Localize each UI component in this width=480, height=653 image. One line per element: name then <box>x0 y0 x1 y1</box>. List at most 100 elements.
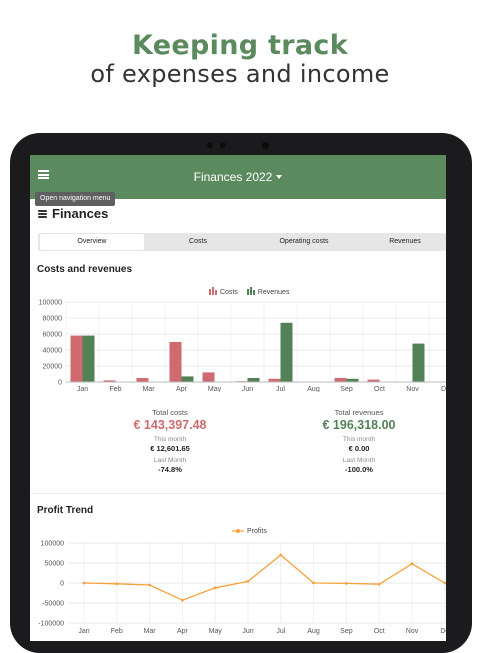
costs-revenues-chart: 100000 80000 60000 40000 20000 0 Jan Feb Mar Apr M… <box>39 300 446 392</box>
costs-this-month-label: This month <box>153 436 187 443</box>
x-tick-label: Apr <box>177 628 189 635</box>
costs-bar <box>334 378 347 382</box>
costs-revenues-title: Costs and revenues <box>37 264 133 275</box>
costs-bar <box>169 342 182 382</box>
coins-icon <box>38 209 48 219</box>
y-tick-label: -100000 <box>38 621 64 628</box>
revenues-bar <box>346 378 359 382</box>
x-tick-label: Jun <box>242 628 253 635</box>
y-tick-label: 80000 <box>43 316 63 323</box>
costs-last-month-value: -74.8% <box>158 465 182 474</box>
profits-point <box>115 582 119 586</box>
x-tick-label: Feb <box>109 386 121 392</box>
costs-bar <box>136 378 149 382</box>
profits-point <box>312 581 315 585</box>
x-tick-label: Jun <box>242 386 253 392</box>
revenues-bar <box>412 343 425 382</box>
profit-trend-title: Profit Trend <box>37 505 94 516</box>
x-tick-label: Jul <box>276 386 285 392</box>
costs-this-month-value: € 12,601.65 <box>150 444 190 453</box>
x-tick-label: Jan <box>78 628 89 635</box>
x-tick-label: Aug <box>307 386 320 392</box>
sensor-dot <box>207 142 213 148</box>
x-tick-label: Jan <box>77 386 88 392</box>
total-revenues-value: € 196,318.00 <box>322 418 396 432</box>
tab-bar: Overview Costs Operating costs Revenues <box>38 233 446 251</box>
navigation-tooltip: Open navigation menu <box>35 192 116 206</box>
profit-trend-chart: 100000 50000 0 -50000 -100000 Jan Feb Mar Apr May… <box>38 541 446 635</box>
page-title: Finances <box>38 206 108 221</box>
revenues-last-month-label: Last Month <box>342 457 376 464</box>
profits-point <box>377 582 381 586</box>
app-bar: Finances 2022 <box>30 155 446 199</box>
x-tick-label: Nov <box>406 386 419 392</box>
legend-costs[interactable]: Costs <box>220 289 238 296</box>
profits-point <box>345 582 348 585</box>
costs-legend-icon <box>209 287 217 297</box>
revenues-bar <box>181 376 194 382</box>
page-title-text: Finances <box>52 206 109 221</box>
total-costs-value: € 143,397.48 <box>133 418 207 432</box>
y-tick-label: 50000 <box>45 561 65 568</box>
costs-bar <box>202 372 215 382</box>
revenues-bar <box>82 335 95 382</box>
section-divider <box>30 493 446 494</box>
costs-bar <box>103 380 116 382</box>
x-tick-label: Oct <box>374 628 385 635</box>
costs-last-month-label: Last Month <box>153 457 187 464</box>
tab-costs[interactable]: Costs <box>189 238 207 245</box>
tab-revenues[interactable]: Revenues <box>389 238 421 245</box>
year-selector[interactable]: Finances 2022 <box>30 170 446 184</box>
legend-revenues[interactable]: Revenues <box>257 289 290 296</box>
x-tick-label: Sep <box>340 628 353 635</box>
app-bar-title: Finances 2022 <box>193 170 273 184</box>
x-tick-label: Feb <box>111 628 123 635</box>
profits-point <box>181 598 184 602</box>
y-tick-label: 40000 <box>43 348 63 355</box>
hamburger-menu-icon[interactable] <box>38 170 49 179</box>
y-tick-label: 0 <box>60 581 64 588</box>
total-revenues-card: Total revenues € 196,318.00 This month €… <box>289 408 429 474</box>
promo-subtitle: of expenses and income <box>90 60 390 88</box>
legend-profits[interactable]: Profits <box>247 528 267 535</box>
y-tick-label: 100000 <box>41 541 64 548</box>
x-tick-label: Mar <box>144 628 157 635</box>
total-costs-card: Total costs € 143,397.48 This month € 12… <box>100 408 240 474</box>
x-tick-label: De <box>440 628 446 635</box>
x-tick-label: Jul <box>276 628 285 635</box>
tab-overview[interactable]: Overview <box>40 234 144 250</box>
profits-point <box>82 581 86 585</box>
y-tick-label: 100000 <box>39 300 62 307</box>
revenues-this-month-label: This month <box>342 436 376 443</box>
total-revenues-label: Total revenues <box>334 408 384 417</box>
bar-chart-legend: Costs Revenues <box>209 287 289 297</box>
revenues-last-month-value: -100.0% <box>345 465 373 474</box>
profits-point <box>443 581 446 585</box>
revenues-bar <box>247 378 260 382</box>
x-tick-label: Sep <box>340 386 353 392</box>
revenues-bar <box>280 322 293 382</box>
camera-icon <box>262 142 269 149</box>
revenues-legend-icon <box>246 287 255 297</box>
y-tick-label: 20000 <box>43 364 63 371</box>
app-screen: Finances 2022 Open navigation menu Finan… <box>30 155 446 641</box>
costs-bar <box>70 335 83 382</box>
x-tick-label: De <box>441 386 446 392</box>
y-tick-label: 60000 <box>43 332 63 339</box>
x-tick-label: May <box>208 386 222 392</box>
profits-point <box>410 562 414 566</box>
profits-line <box>83 554 446 601</box>
sensor-dot <box>220 142 226 148</box>
costs-bar <box>268 378 281 382</box>
x-tick-label: Nov <box>406 628 419 635</box>
profits-point <box>213 586 217 590</box>
profits-point <box>148 583 151 587</box>
profits-point <box>279 553 283 557</box>
x-tick-label: Oct <box>374 386 385 392</box>
tab-operating-costs[interactable]: Operating costs <box>279 238 329 245</box>
x-tick-label: Apr <box>176 386 188 392</box>
profits-legend-icon <box>232 528 244 536</box>
y-tick-label: 0 <box>58 380 62 387</box>
total-costs-label: Total costs <box>152 408 188 417</box>
revenues-this-month-value: € 0.00 <box>348 444 370 453</box>
